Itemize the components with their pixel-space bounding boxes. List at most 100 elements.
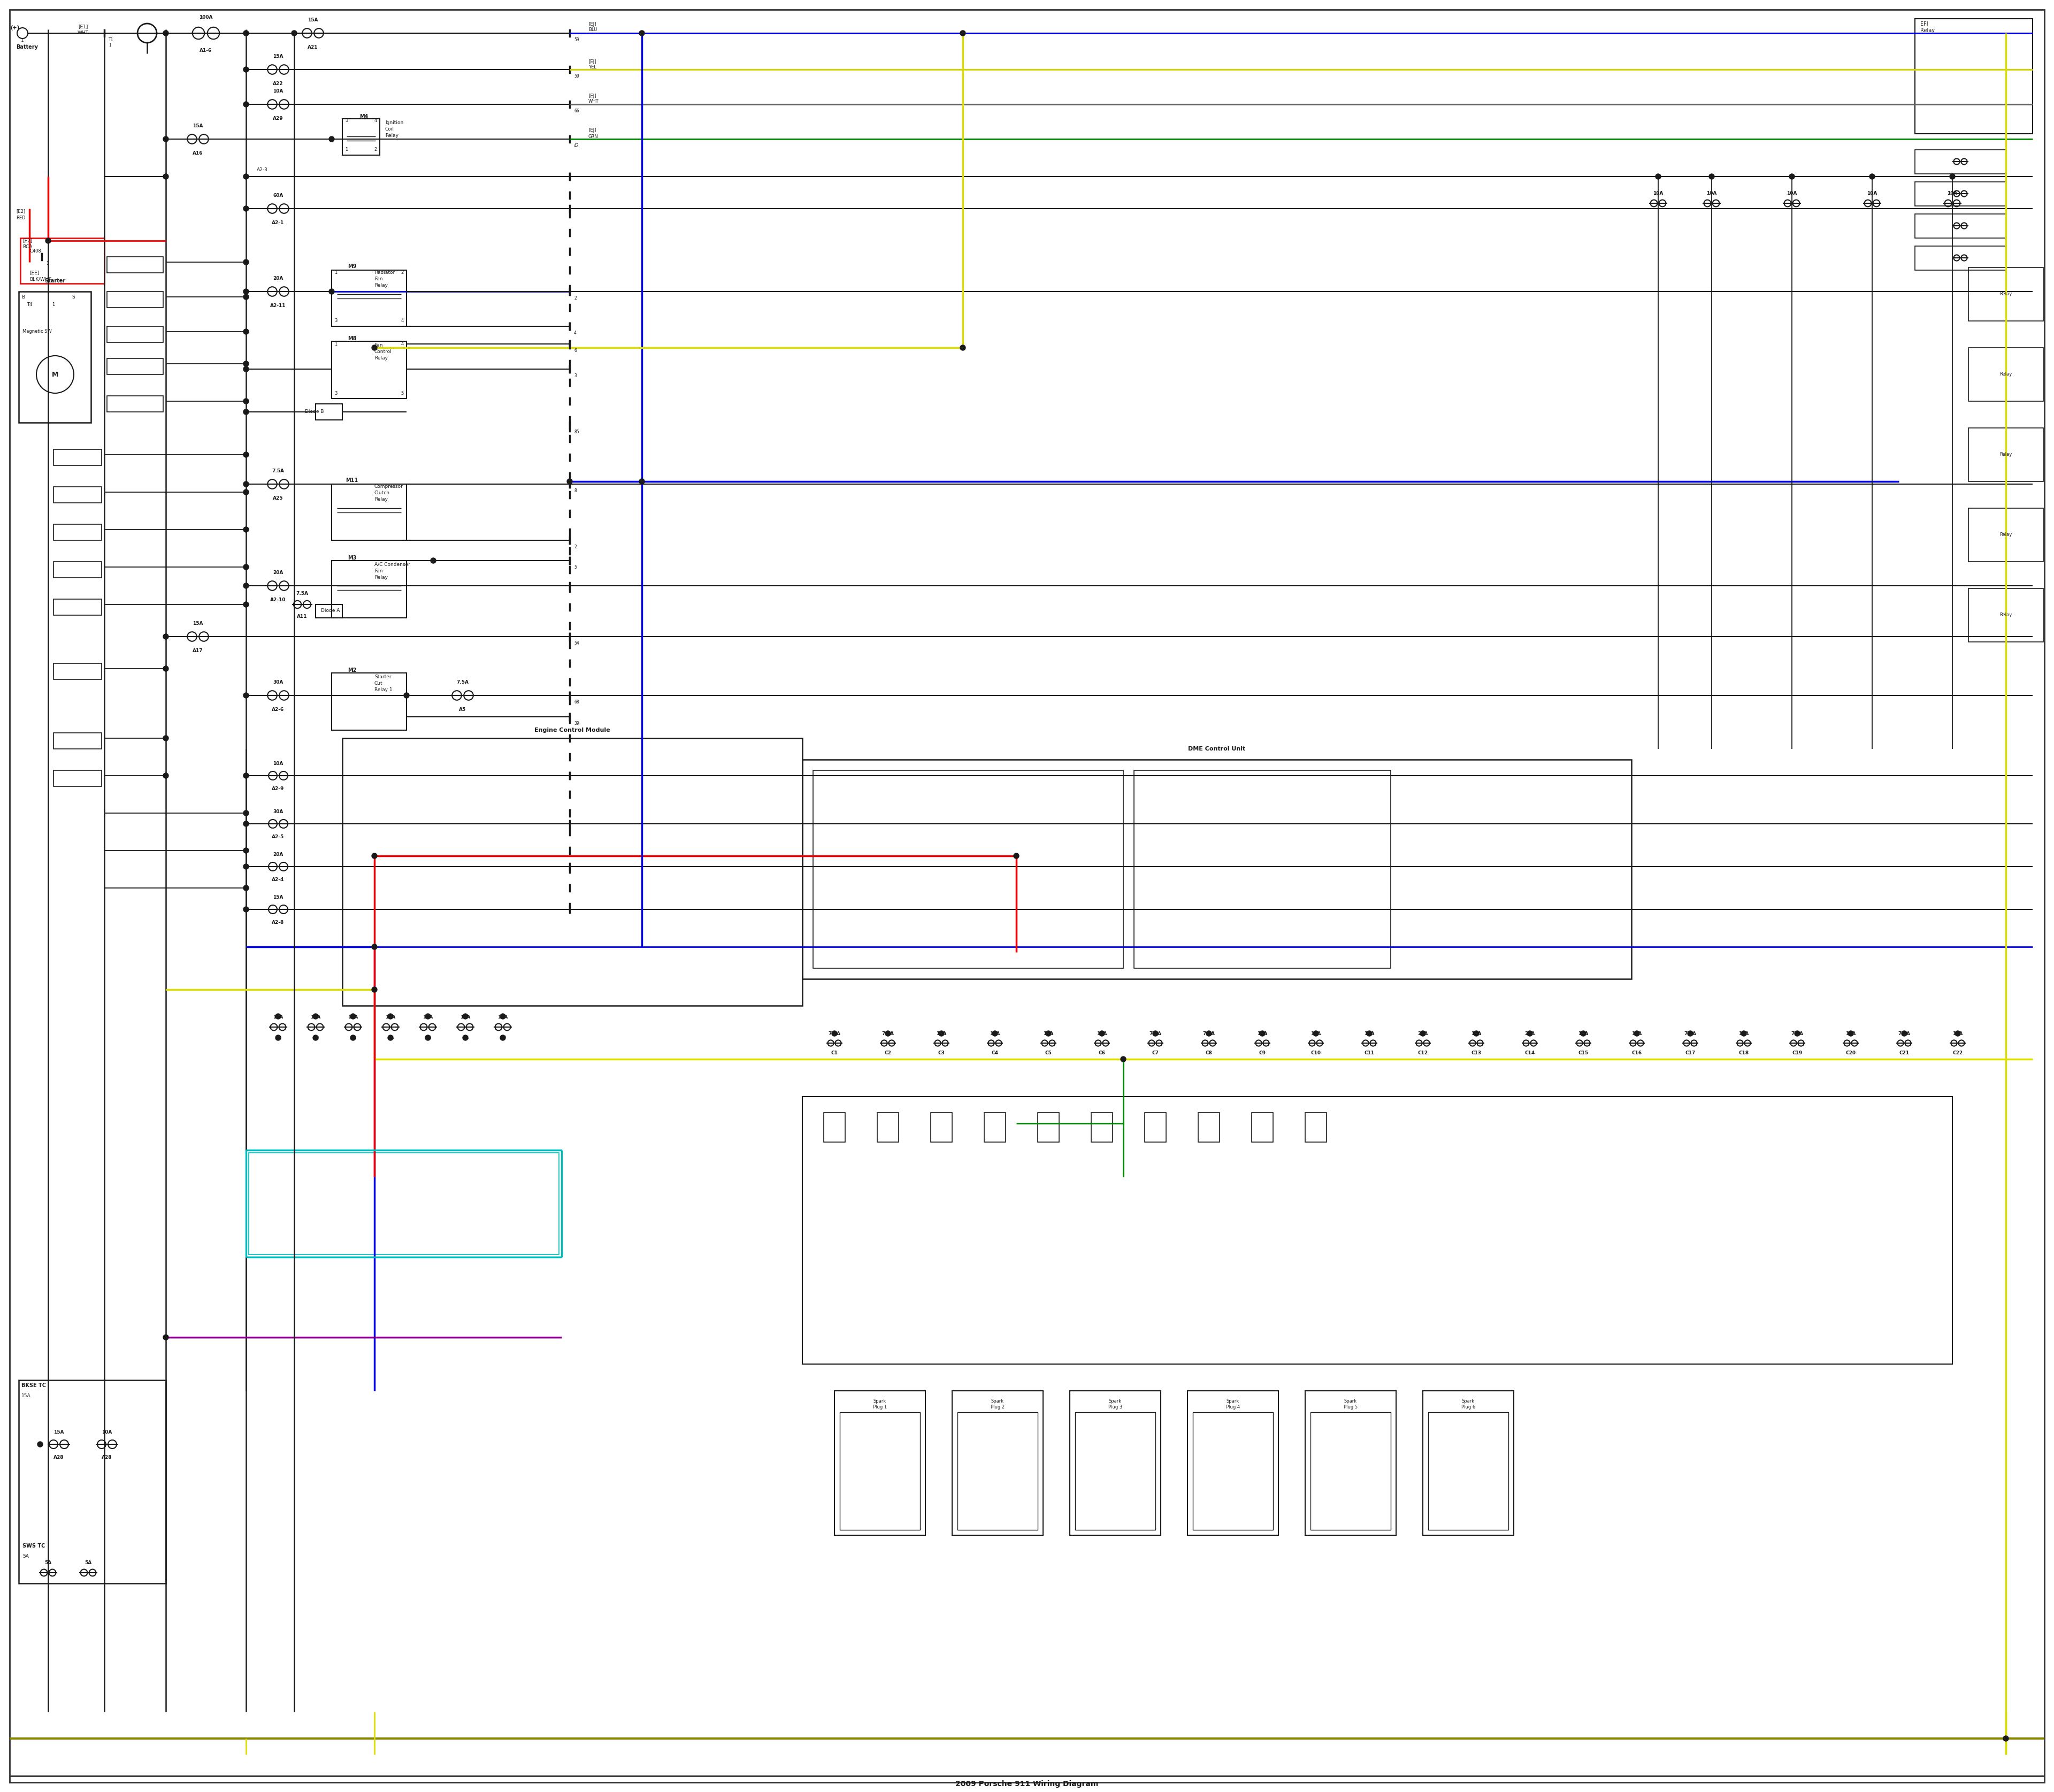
Circle shape (388, 1014, 392, 1020)
Text: 4: 4 (374, 118, 378, 124)
Text: DME Control Unit: DME Control Unit (1187, 745, 1245, 751)
Bar (803, 760, 1631, 978)
Circle shape (242, 564, 249, 570)
Text: 10A: 10A (1867, 190, 1877, 195)
Text: B: B (21, 294, 25, 299)
Circle shape (242, 821, 249, 826)
Circle shape (37, 1441, 43, 1446)
Text: [EE]: [EE] (29, 271, 39, 276)
Bar (249, 1152, 559, 1254)
Bar (1304, 1113, 1327, 1142)
Text: 100A: 100A (199, 14, 214, 20)
Circle shape (1789, 174, 1795, 179)
Circle shape (1206, 1030, 1212, 1036)
Text: A2-9: A2-9 (271, 787, 283, 790)
Text: A2-5: A2-5 (271, 835, 283, 839)
Circle shape (1473, 1030, 1479, 1036)
Bar (1187, 1391, 1278, 1536)
Text: F1: F1 (275, 1036, 281, 1041)
Text: C19: C19 (1791, 1050, 1803, 1055)
Text: 20A: 20A (273, 570, 283, 575)
Text: F5: F5 (425, 1036, 431, 1041)
Text: 10A: 10A (310, 1014, 320, 1020)
Text: 59: 59 (573, 38, 579, 43)
Text: [EJ]: [EJ] (587, 93, 596, 99)
Text: [E2]: [E2] (16, 210, 25, 213)
Circle shape (242, 66, 249, 72)
Text: Relay 1: Relay 1 (374, 686, 392, 692)
Text: C18: C18 (1738, 1050, 1748, 1055)
Circle shape (939, 1030, 945, 1036)
Text: (+): (+) (10, 25, 21, 30)
Text: 7.5A: 7.5A (881, 1032, 893, 1036)
Circle shape (242, 482, 249, 487)
Circle shape (2003, 1736, 2009, 1742)
Text: RED: RED (16, 215, 25, 220)
Circle shape (162, 30, 168, 36)
Circle shape (425, 1036, 431, 1041)
Circle shape (1526, 1030, 1532, 1036)
Circle shape (162, 136, 168, 142)
Bar (1423, 1391, 1514, 1536)
Bar (1428, 1412, 1508, 1530)
Circle shape (567, 478, 573, 484)
Bar (1968, 348, 2044, 401)
Text: BKSE TC: BKSE TC (21, 1383, 45, 1389)
Circle shape (242, 30, 249, 36)
Bar (953, 1391, 1043, 1536)
Text: 3: 3 (573, 373, 577, 378)
Circle shape (242, 398, 249, 403)
Circle shape (242, 409, 249, 414)
Text: 66: 66 (573, 109, 579, 113)
Bar (1070, 1391, 1161, 1536)
Text: 2: 2 (573, 545, 577, 550)
Bar (1251, 1113, 1273, 1142)
Circle shape (45, 238, 51, 244)
Text: T1
1: T1 1 (109, 38, 113, 48)
Text: 5A: 5A (45, 1561, 51, 1564)
Circle shape (242, 848, 249, 853)
Text: Spark
Plug 4: Spark Plug 4 (1226, 1400, 1241, 1409)
Text: C1: C1 (832, 1050, 838, 1055)
Text: 5A: 5A (84, 1561, 92, 1564)
Bar (803, 1097, 1953, 1364)
Bar (18, 292, 90, 423)
Text: A11: A11 (298, 615, 308, 618)
Bar (1914, 151, 2007, 174)
Text: 10A: 10A (1577, 1032, 1588, 1036)
Circle shape (1152, 1030, 1158, 1036)
Text: Magnetic SW: Magnetic SW (23, 330, 51, 333)
Text: A5: A5 (460, 708, 466, 711)
Circle shape (1656, 174, 1662, 179)
Text: M2: M2 (347, 668, 355, 674)
Bar (343, 738, 803, 1005)
Bar (824, 1113, 844, 1142)
Text: 1: 1 (21, 38, 25, 43)
Circle shape (1313, 1030, 1319, 1036)
Text: C408: C408 (29, 249, 41, 254)
Bar (930, 1113, 953, 1142)
Circle shape (312, 1014, 318, 1020)
Text: A28: A28 (53, 1455, 64, 1460)
Circle shape (832, 1030, 838, 1036)
Circle shape (242, 294, 249, 299)
Circle shape (242, 582, 249, 588)
Text: 1: 1 (51, 303, 55, 306)
Text: 7.5A: 7.5A (1791, 1032, 1803, 1036)
Circle shape (242, 174, 249, 179)
Text: Diode A: Diode A (320, 609, 339, 613)
Text: 3: 3 (335, 319, 337, 323)
Bar (957, 1412, 1037, 1530)
Text: 4: 4 (573, 330, 577, 335)
Circle shape (329, 289, 335, 294)
Circle shape (1902, 1030, 1906, 1036)
Text: 4: 4 (401, 342, 405, 346)
Text: 7.5A: 7.5A (271, 470, 283, 473)
Circle shape (292, 30, 298, 36)
Text: C22: C22 (1953, 1050, 1964, 1055)
Text: 10A: 10A (1257, 1032, 1267, 1036)
Circle shape (242, 602, 249, 607)
Text: 15A: 15A (193, 124, 203, 129)
Bar (18, 1380, 166, 1584)
Text: Relay: Relay (2001, 532, 2013, 538)
